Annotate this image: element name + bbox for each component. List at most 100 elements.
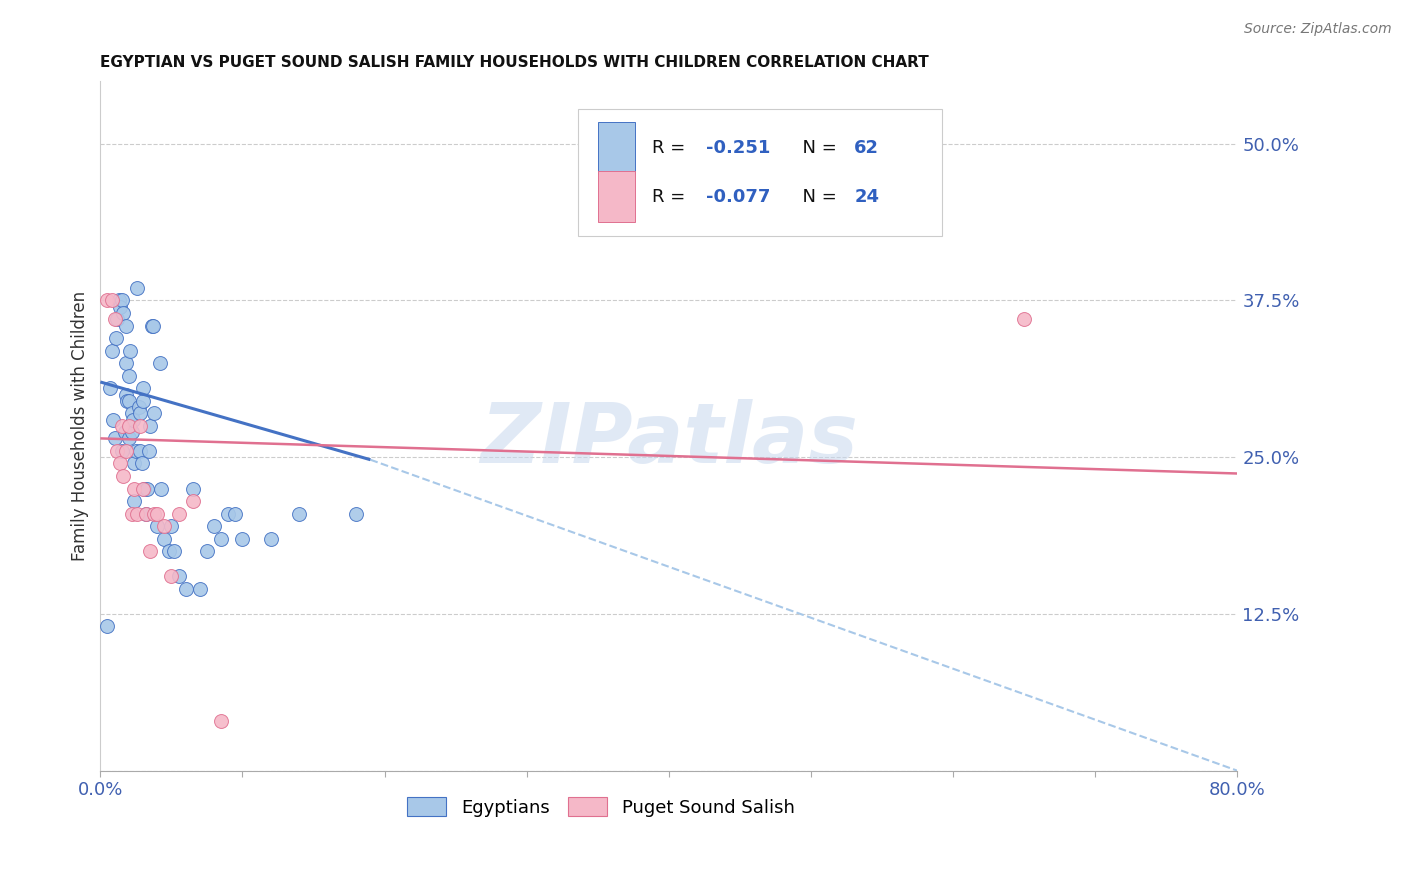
FancyBboxPatch shape xyxy=(578,109,942,236)
Point xyxy=(101,412,124,426)
Y-axis label: Family Households with Children: Family Households with Children xyxy=(72,291,89,561)
Point xyxy=(1012,312,1035,326)
Point xyxy=(139,418,162,433)
Point xyxy=(100,343,122,358)
Point xyxy=(135,507,157,521)
Point xyxy=(121,507,143,521)
Point xyxy=(124,482,146,496)
Point xyxy=(160,569,183,583)
Point xyxy=(124,457,146,471)
Text: ZIPatlas: ZIPatlas xyxy=(479,399,858,480)
Point xyxy=(136,482,159,496)
Point xyxy=(209,714,232,728)
Point xyxy=(153,532,176,546)
Point xyxy=(110,457,132,471)
Point xyxy=(141,318,163,333)
Point xyxy=(131,457,153,471)
Point xyxy=(121,406,143,420)
Point xyxy=(260,532,283,546)
Point xyxy=(231,532,253,546)
Point xyxy=(181,494,204,508)
Point xyxy=(98,381,121,395)
Point xyxy=(125,444,148,458)
Point xyxy=(112,306,135,320)
Point xyxy=(217,507,239,521)
Point xyxy=(120,343,142,358)
Point xyxy=(135,507,157,521)
Point xyxy=(122,412,145,426)
Point xyxy=(224,507,246,521)
Point xyxy=(157,544,180,558)
Point xyxy=(103,312,125,326)
Text: N =: N = xyxy=(790,187,842,205)
Point xyxy=(96,619,118,633)
Text: -0.077: -0.077 xyxy=(706,187,770,205)
Point xyxy=(107,312,129,326)
Point xyxy=(129,418,152,433)
Legend: Egyptians, Puget Sound Salish: Egyptians, Puget Sound Salish xyxy=(399,789,801,823)
Point xyxy=(104,331,127,345)
Point xyxy=(143,507,166,521)
FancyBboxPatch shape xyxy=(599,170,634,222)
Text: R =: R = xyxy=(652,139,690,157)
Point xyxy=(138,444,160,458)
Point xyxy=(129,444,152,458)
Point xyxy=(146,507,169,521)
Point xyxy=(181,482,204,496)
FancyBboxPatch shape xyxy=(599,122,634,174)
Point xyxy=(209,532,232,546)
Point xyxy=(174,582,197,596)
Point xyxy=(118,393,141,408)
Point xyxy=(153,519,176,533)
Point xyxy=(121,425,143,439)
Point xyxy=(124,494,146,508)
Point xyxy=(143,406,166,420)
Text: R =: R = xyxy=(652,187,690,205)
Point xyxy=(100,293,122,308)
Point xyxy=(146,519,169,533)
Point xyxy=(195,544,218,558)
Point xyxy=(112,469,135,483)
Point xyxy=(344,507,367,521)
Point xyxy=(127,507,149,521)
Point xyxy=(134,482,156,496)
Text: -0.251: -0.251 xyxy=(706,139,770,157)
Point xyxy=(108,293,131,308)
Text: N =: N = xyxy=(790,139,842,157)
Point xyxy=(115,387,138,401)
Point xyxy=(160,519,183,533)
Point xyxy=(111,418,134,433)
Point xyxy=(132,381,155,395)
Point xyxy=(139,544,162,558)
Point xyxy=(150,482,173,496)
Point xyxy=(118,418,141,433)
Point xyxy=(110,300,132,314)
Point xyxy=(163,544,186,558)
Point xyxy=(142,318,165,333)
Point xyxy=(111,444,134,458)
Point xyxy=(107,444,129,458)
Point xyxy=(188,582,211,596)
Point xyxy=(111,293,134,308)
Point xyxy=(128,400,150,414)
Point xyxy=(114,425,136,439)
Point xyxy=(115,318,138,333)
Point xyxy=(115,356,138,370)
Text: Source: ZipAtlas.com: Source: ZipAtlas.com xyxy=(1244,22,1392,37)
Point xyxy=(117,393,139,408)
Point xyxy=(118,431,141,445)
Point xyxy=(96,293,118,308)
Point xyxy=(115,444,138,458)
Point xyxy=(127,281,149,295)
Point xyxy=(132,393,155,408)
Text: 24: 24 xyxy=(855,187,879,205)
Point xyxy=(288,507,311,521)
Text: 62: 62 xyxy=(855,139,879,157)
Point xyxy=(167,569,190,583)
Point xyxy=(132,482,155,496)
Point xyxy=(103,431,125,445)
Point xyxy=(129,406,152,420)
Point xyxy=(202,519,225,533)
Point xyxy=(118,368,141,383)
Point xyxy=(167,507,190,521)
